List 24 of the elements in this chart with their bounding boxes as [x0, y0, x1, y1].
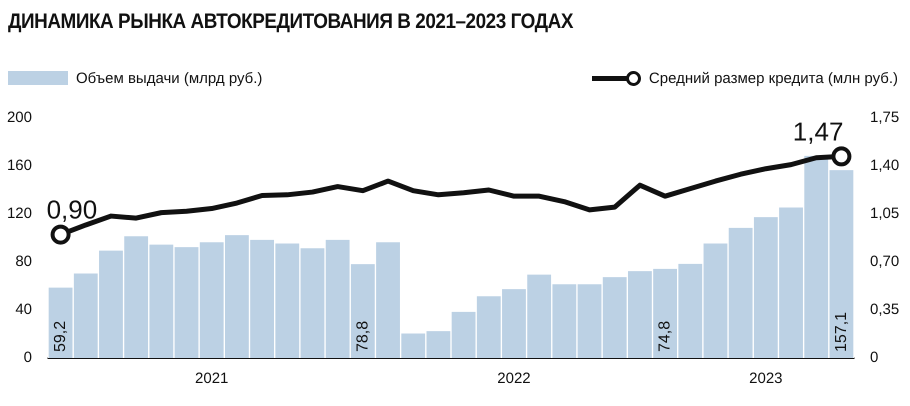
- y2-tick-label: 0,70: [870, 253, 900, 270]
- y2-tick-label: 1,75: [870, 109, 900, 126]
- y2-tick-label: 1,40: [870, 157, 900, 174]
- y2-tick-label: 1,05: [870, 205, 900, 222]
- legend-label: Объем выдачи (млрд руб.): [76, 70, 262, 86]
- chart-title: ДИНАМИКА РЫНКА АВТОКРЕДИТОВАНИЯ В 2021–2023 ГОДАХ: [8, 10, 574, 34]
- data-label: 0,90: [46, 194, 98, 225]
- y-tick-label: 120: [6, 205, 32, 222]
- data-label: 59,2: [52, 320, 69, 352]
- y-tick-label: 40: [15, 301, 32, 318]
- y2-tick-label: 0,35: [870, 301, 900, 318]
- x-tick-label: 2021: [195, 370, 228, 388]
- data-label: 1,47: [792, 116, 844, 147]
- legend-label: Средний размер кредита (млн руб.): [648, 70, 898, 86]
- data-label: 74,8: [656, 320, 674, 352]
- y-tick-label: 200: [6, 109, 32, 126]
- data-label: 78,8: [354, 320, 372, 352]
- y-tick-label: 80: [15, 253, 32, 270]
- x-tick-label: 2022: [497, 370, 531, 388]
- y-tick-label: 0: [24, 349, 32, 366]
- y2-tick-label: 0: [870, 349, 878, 366]
- x-tick-label: 2023: [749, 370, 783, 388]
- data-label: 157,1: [832, 312, 850, 352]
- y-tick-label: 160: [6, 157, 32, 174]
